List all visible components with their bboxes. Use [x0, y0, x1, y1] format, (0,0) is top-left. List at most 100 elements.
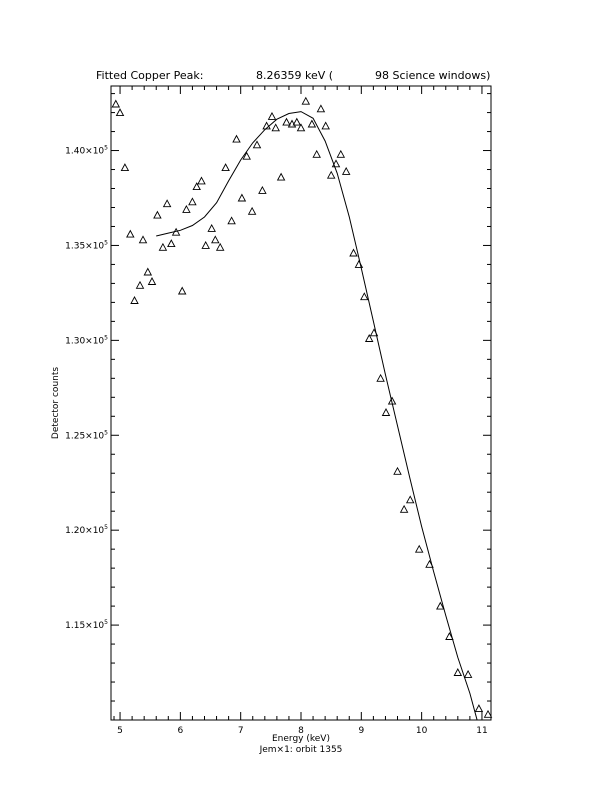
data-point-triangle — [326, 170, 336, 179]
data-point-triangle — [292, 117, 302, 126]
axis-ticks — [111, 86, 491, 720]
data-point-triangle — [215, 242, 225, 251]
data-point-triangle — [126, 229, 135, 238]
data-point-triangle — [436, 601, 445, 610]
fit-curve — [156, 111, 478, 721]
data-point-triangle — [282, 117, 291, 126]
data-point-triangle — [360, 292, 369, 301]
data-point-triangle — [349, 248, 358, 257]
data-point-triangle — [463, 669, 473, 678]
data-point-triangle — [262, 121, 271, 130]
data-point-triangle — [336, 149, 346, 158]
data-point-triangle — [158, 242, 168, 251]
x-tick-label: 8 — [298, 726, 304, 736]
data-point-triangle — [120, 163, 130, 172]
data-point-triangle — [237, 193, 247, 202]
x-axis-label: Energy (keV) — [272, 734, 330, 744]
data-point-triangle — [252, 140, 262, 149]
data-point-triangle — [182, 204, 191, 213]
data-point-triangle — [247, 206, 257, 215]
data-point-triangle — [376, 373, 385, 382]
y-tick-mantissa: 1.15×10 — [65, 621, 104, 631]
plot-frame — [110, 85, 492, 721]
y-tick-exponent: 5 — [104, 524, 108, 531]
y-axis-label: Detector counts — [51, 367, 61, 439]
data-point-triangle — [188, 197, 197, 206]
data-point-triangle — [197, 176, 206, 185]
x-tick-label: 7 — [238, 726, 244, 736]
data-point-triangle — [207, 223, 216, 232]
chart-title-left: Fitted Copper Peak: — [96, 69, 203, 82]
data-point-triangle — [364, 334, 374, 342]
data-point-triangle — [393, 466, 402, 475]
data-point-triangle — [258, 185, 267, 194]
data-point-triangle — [321, 121, 330, 130]
chart-title-value: 8.26359 keV ( — [256, 69, 333, 82]
data-point-triangle — [177, 286, 187, 295]
data-point-triangle — [115, 108, 125, 117]
y-tick-exponent: 5 — [104, 239, 108, 246]
data-point-triangle — [111, 99, 121, 108]
data-point-triangle — [405, 495, 415, 504]
data-point-triangle — [354, 259, 364, 268]
data-point-triangle — [387, 396, 397, 405]
y-tick-label: 1.35×105 — [65, 239, 108, 251]
x-tick-label: 6 — [177, 726, 183, 736]
y-tick-exponent: 5 — [104, 619, 108, 626]
data-point-triangle — [242, 151, 251, 160]
data-point-triangle — [201, 240, 210, 249]
y-tick-mantissa: 1.25×10 — [65, 431, 104, 441]
chart-title-right: 98 Science windows) — [375, 69, 490, 82]
data-point-triangle — [425, 559, 434, 568]
y-tick-mantissa: 1.30×10 — [65, 336, 104, 346]
x-tick-label: 5 — [117, 726, 123, 736]
data-point-triangle — [147, 277, 157, 285]
data-point-triangle — [211, 235, 220, 244]
data-point-triangle — [301, 96, 311, 105]
data-point-triangle — [276, 172, 286, 181]
data-points — [111, 96, 493, 718]
data-point-triangle — [399, 504, 409, 513]
x-tick-label: 9 — [358, 726, 364, 736]
data-point-triangle — [414, 544, 424, 553]
data-point-triangle — [138, 235, 148, 244]
data-point-triangle — [221, 163, 230, 172]
data-point-triangle — [381, 408, 391, 416]
y-tick-exponent: 5 — [104, 334, 108, 341]
y-tick-label: 1.15×105 — [65, 619, 108, 631]
data-point-triangle — [445, 632, 454, 640]
x-tick-label: 10 — [416, 726, 428, 736]
data-point-triangle — [316, 104, 326, 113]
data-point-triangle — [227, 216, 236, 225]
fit-curve-group — [156, 111, 478, 721]
data-point-triangle — [143, 267, 153, 276]
data-point-triangle — [153, 210, 162, 219]
y-tick-label: 1.30×105 — [65, 334, 108, 346]
y-tick-label: 1.25×105 — [65, 429, 108, 441]
y-tick-label: 1.20×105 — [65, 524, 108, 536]
x-tick-labels: 5 6 7 8 9 10 11 — [117, 726, 487, 736]
data-point-triangle — [135, 280, 145, 289]
data-point-triangle — [267, 111, 277, 120]
data-point-triangle — [296, 123, 306, 132]
y-tick-mantissa: 1.40×10 — [65, 147, 104, 157]
data-point-triangle — [453, 668, 463, 676]
data-point-triangle — [483, 709, 493, 718]
data-point-triangle — [341, 166, 351, 175]
y-tick-mantissa: 1.35×10 — [65, 241, 104, 251]
y-tick-exponent: 5 — [104, 429, 108, 436]
data-point-triangle — [162, 199, 172, 208]
data-point-triangle — [271, 123, 280, 132]
data-point-triangle — [307, 119, 317, 128]
y-tick-mantissa: 1.20×10 — [65, 526, 104, 536]
data-point-triangle — [369, 328, 379, 337]
data-point-triangle — [167, 239, 176, 248]
x-tick-label: 11 — [476, 726, 487, 736]
y-tick-labels: 1.15×1051.20×1051.25×1051.30×1051.35×105… — [65, 145, 108, 632]
data-point-triangle — [130, 296, 139, 304]
chart-subtitle: Jem×1: orbit 1355 — [259, 745, 343, 755]
data-point-triangle — [232, 134, 241, 143]
y-tick-label: 1.40×105 — [65, 145, 108, 157]
data-point-triangle — [171, 227, 181, 236]
